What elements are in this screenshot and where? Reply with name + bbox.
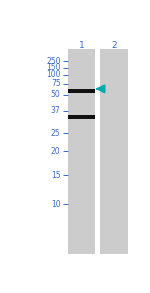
Text: 150: 150 [46,63,61,72]
Text: 10: 10 [51,200,61,209]
Text: 2: 2 [111,41,117,50]
Text: 15: 15 [51,171,61,180]
Bar [68,49,95,254]
Text: 50: 50 [51,91,61,99]
Text: 20: 20 [51,147,61,156]
Text: 37: 37 [51,106,61,115]
Text: 1: 1 [79,41,84,50]
Text: 250: 250 [46,57,61,66]
Text: 25: 25 [51,129,61,138]
Text: 100: 100 [46,70,61,79]
Bar [68,115,95,119]
Bar [100,49,128,254]
Text: 75: 75 [51,79,61,88]
Bar [68,89,95,93]
